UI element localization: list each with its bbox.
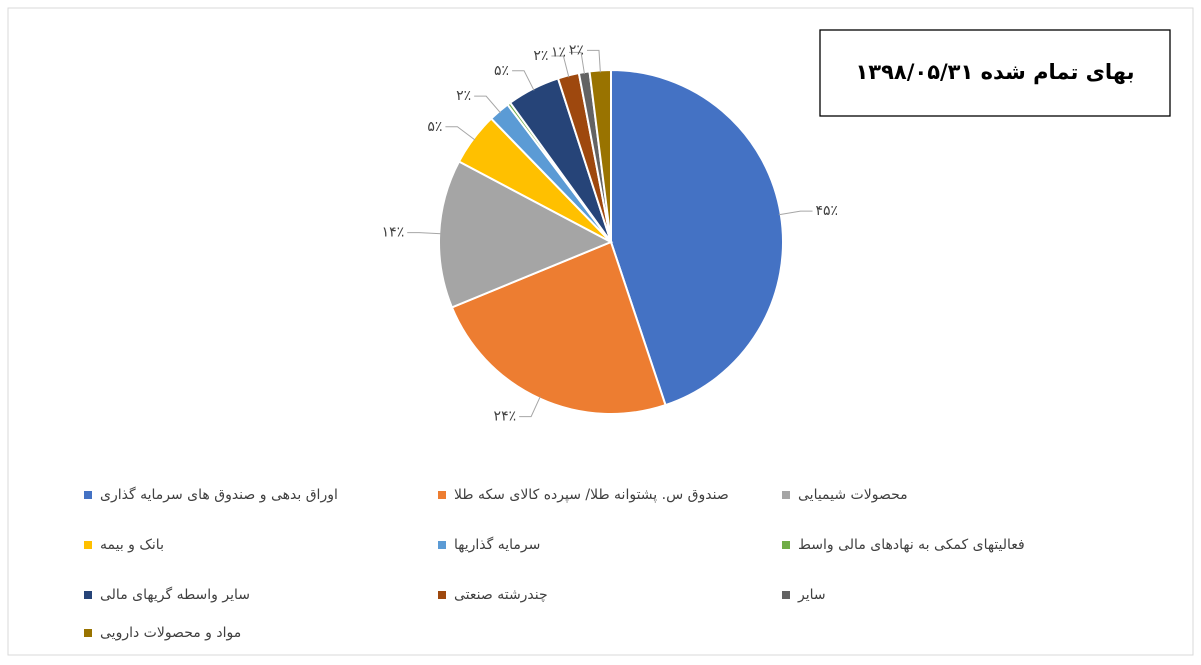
data-label: ۱٪ — [551, 44, 566, 60]
data-label: ۲٪ — [456, 88, 471, 104]
leader-line — [512, 70, 535, 91]
legend-swatch — [84, 629, 92, 637]
legend-label: بانک و بیمه — [100, 537, 164, 553]
legend-swatch — [84, 541, 92, 549]
leader-line — [778, 210, 813, 216]
legend-swatch — [438, 591, 446, 599]
legend-label: چندرشته صنعتی — [454, 587, 548, 603]
legend-swatch — [84, 491, 92, 499]
legend-swatch — [438, 491, 446, 499]
data-label: ۱۴٪ — [382, 225, 405, 241]
title-box — [819, 29, 1171, 117]
legend-label: محصولات شیمیایی — [798, 487, 908, 503]
legend-label: صندوق س. پشتوانه طلا/ سپرده کالای سکه طل… — [454, 487, 729, 503]
legend-swatch — [782, 541, 790, 549]
legend-swatch — [438, 541, 446, 549]
legend-label: سایر واسطه گریهای مالی — [100, 586, 250, 603]
data-label: ۵٪ — [494, 63, 509, 79]
data-label: ۴۵٪ — [816, 203, 839, 219]
leader-line — [569, 51, 585, 75]
legend-label: اوراق بدهی و صندوق های سرمایه گذاری — [100, 486, 338, 503]
leader-line — [474, 95, 501, 114]
leader-line — [445, 126, 476, 141]
legend-label: سرمایه گذاریها — [454, 536, 540, 553]
leader-line — [519, 396, 541, 418]
data-label: ۵٪ — [427, 119, 442, 135]
legend-swatch — [84, 591, 92, 599]
data-label: ۲٪ — [569, 42, 584, 58]
leader-line — [551, 55, 570, 78]
legend-swatch — [782, 591, 790, 599]
leader-line — [586, 49, 601, 73]
chart-title: بهای تمام شده ۱۳۹۸/۰۵/۳۱ — [855, 60, 1134, 84]
legend-swatch — [782, 491, 790, 499]
data-label: ۲٪ — [533, 48, 548, 64]
leader-line — [407, 232, 442, 235]
data-label: ۲۴٪ — [494, 409, 517, 425]
legend-label: مواد و محصولات دارویی — [100, 625, 241, 641]
legend-label: سایر — [797, 587, 826, 603]
legend-label: فعالیتهای کمکی به نهادهای مالی واسط — [798, 537, 1025, 553]
